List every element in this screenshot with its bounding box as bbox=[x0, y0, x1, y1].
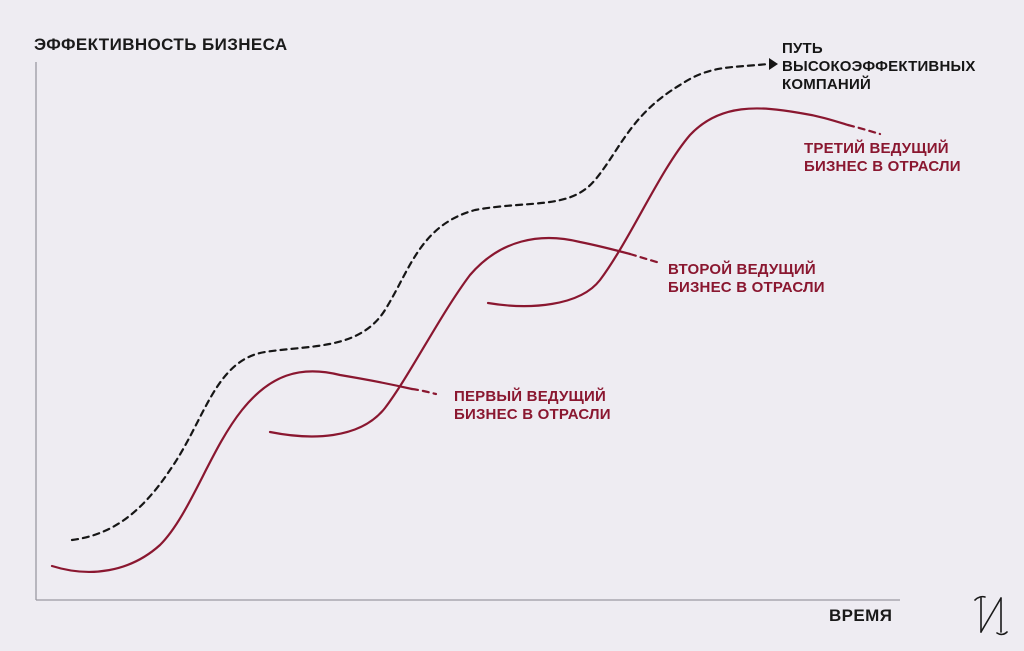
third-business-label: ТРЕТИЙ ВЕДУЩИЙ БИЗНЕС В ОТРАСЛИ bbox=[804, 140, 961, 176]
path-label-line: КОМПАНИЙ bbox=[782, 76, 871, 93]
first-label-line: БИЗНЕС В ОТРАСЛИ bbox=[454, 406, 611, 423]
path-label-line: ВЫСОКОЭФФЕКТИВНЫХ bbox=[782, 58, 976, 75]
second-business-curve bbox=[268, 236, 632, 438]
third-label-line: БИЗНЕС В ОТРАСЛИ bbox=[804, 158, 961, 175]
high-performers-arrow-icon bbox=[769, 58, 778, 70]
y-axis-title: ЭФФЕКТИВНОСТЬ БИЗНЕСА bbox=[34, 35, 288, 54]
first-label-line: ПЕРВЫЙ ВЕДУЩИЙ bbox=[454, 388, 606, 405]
second-label-line: ВТОРОЙ ВЕДУЩИЙ bbox=[668, 261, 816, 278]
third-label-line: ТРЕТИЙ ВЕДУЩИЙ bbox=[804, 140, 949, 157]
second-business-curve-dash bbox=[628, 252, 662, 265]
first-business-label: ПЕРВЫЙ ВЕДУЩИЙ БИЗНЕС В ОТРАСЛИ bbox=[454, 388, 611, 424]
first-business-curve bbox=[50, 370, 414, 573]
third-business-curve-dash bbox=[846, 123, 882, 136]
high-performers-path-curve bbox=[70, 62, 770, 542]
high-performers-path-label: ПУТЬ ВЫСОКОЭФФЕКТИВНЫХ КОМПАНИЙ bbox=[782, 40, 976, 94]
third-business-curve bbox=[486, 107, 850, 308]
logo-monogram-icon bbox=[974, 595, 1008, 636]
second-label-line: БИЗНЕС В ОТРАСЛИ bbox=[668, 279, 825, 296]
first-business-curve-dash bbox=[410, 387, 438, 396]
x-axis-title: ВРЕМЯ bbox=[829, 606, 893, 625]
second-business-label: ВТОРОЙ ВЕДУЩИЙ БИЗНЕС В ОТРАСЛИ bbox=[668, 261, 825, 297]
path-label-line: ПУТЬ bbox=[782, 40, 823, 57]
